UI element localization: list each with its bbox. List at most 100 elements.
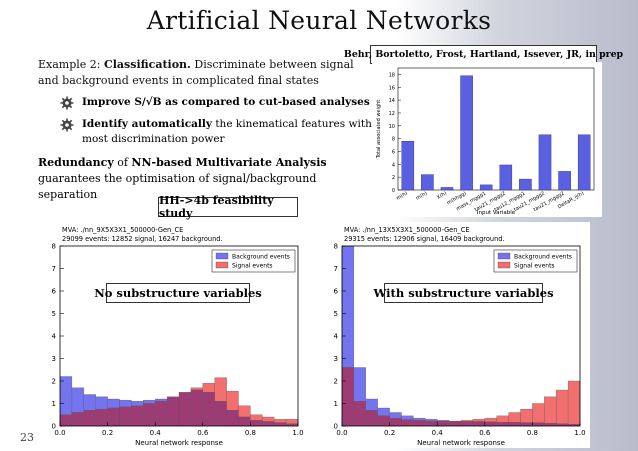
signal-bin: [250, 414, 263, 421]
overlap-bin: [508, 422, 521, 427]
redundancy-rest: guarantees the optimisation of signal/ba…: [38, 172, 317, 201]
signal-bin: [544, 396, 557, 424]
x-tick-label: 0.0: [54, 429, 65, 437]
redundancy-mid: of: [113, 156, 132, 169]
y-tick-label: 12: [389, 111, 395, 117]
x-tick-label: m(h): [415, 191, 428, 202]
y-tick-label: 1: [52, 400, 56, 408]
weight-bar: [440, 187, 454, 191]
y-tick-label: 4: [334, 333, 339, 341]
background-bin: [377, 407, 390, 417]
event-summary: 29099 events: 12852 signal, 16247 backgr…: [62, 235, 223, 243]
weight-bar: [538, 134, 552, 191]
overlap-bin: [496, 422, 509, 427]
signal-bin: [238, 405, 251, 418]
page-number: 23: [20, 431, 34, 444]
overlap-bin: [155, 401, 168, 427]
background-bin: [83, 394, 96, 411]
y-tick-label: 8: [392, 137, 395, 143]
signal-bin: [226, 390, 239, 411]
y-tick-label: 10: [389, 124, 395, 130]
redundancy-bold-2: NN-based Multivariate Analysis: [131, 156, 327, 169]
overlap-bin: [484, 421, 497, 427]
overlap-bin: [437, 420, 450, 427]
legend-label-signal: Signal events: [232, 263, 273, 270]
overlap-bin: [250, 420, 263, 427]
x-tick-label: 1.0: [574, 429, 585, 437]
y-tick-label: 8: [334, 243, 338, 251]
y-tick-label: 2: [52, 378, 56, 386]
signal-bin: [556, 389, 569, 424]
legend-swatch-signal: [497, 261, 511, 269]
background-bin: [59, 376, 73, 415]
overlap-bin: [214, 401, 227, 427]
overlap-bin: [544, 423, 557, 427]
overlap-bin: [262, 421, 275, 427]
background-bin: [71, 387, 84, 413]
x-tick-label: X(h): [436, 191, 448, 201]
x-tick-label: 0.8: [245, 429, 256, 437]
y-tick-label: 14: [389, 98, 395, 104]
signal-bin: [274, 419, 287, 423]
overlap-bin: [143, 403, 156, 427]
weight-bar: [519, 178, 532, 191]
y-tick-label: 7: [334, 265, 338, 273]
y-tick-label: 2: [392, 175, 395, 181]
gear-bullet-icon: [60, 118, 74, 132]
bullet-bold: Improve S/√B as compared to cut-based an…: [82, 96, 370, 108]
overlap-bin: [119, 406, 132, 427]
plot-frame: [397, 67, 595, 191]
y-tick-label: 7: [52, 265, 56, 273]
weight-bar: [460, 75, 473, 191]
overlap-bin: [401, 419, 414, 427]
x-tick-label: m(h): [395, 191, 408, 202]
signal-bin: [202, 383, 215, 393]
x-tick-label: 0.4: [432, 429, 444, 437]
signal-bin: [262, 416, 275, 422]
x-tick-label: 0.8: [527, 429, 538, 437]
legend-box: [211, 249, 296, 273]
weight-bar: [499, 164, 513, 191]
y-tick-label: 4: [52, 333, 57, 341]
overlap-bin: [226, 410, 239, 427]
y-tick-label: 4: [392, 162, 395, 168]
y-tick-label: 3: [334, 355, 338, 363]
background-bin: [107, 398, 120, 409]
overlap-bin: [178, 392, 192, 427]
signal-bin: [520, 408, 533, 423]
background-bin: [425, 419, 438, 422]
legend-label-signal: Signal events: [514, 263, 555, 270]
overlap-bin: [341, 367, 355, 427]
legend-label-background: Background events: [514, 254, 572, 261]
overlap-bin: [353, 401, 366, 427]
y-tick-label: 5: [52, 310, 56, 318]
x-tick-label: 0.2: [102, 429, 113, 437]
overlap-bin: [413, 420, 426, 427]
overlap-bin: [532, 422, 545, 427]
background-bin: [119, 399, 132, 408]
background-bin: [389, 412, 402, 419]
bullet-bold: Identify automatically: [82, 118, 212, 130]
signal-bin: [508, 412, 521, 423]
event-summary: 29315 events: 12906 signal, 16409 backgr…: [344, 235, 505, 243]
mva-name: MVA: ./nn_9X5X3X1_500000-Gen_CE: [62, 226, 183, 234]
background-bin: [413, 417, 426, 421]
overlap-bin: [59, 414, 73, 427]
example-bold: Classification.: [104, 58, 191, 71]
example-rest: Discriminate between signal and backgrou…: [38, 58, 354, 87]
background-bin: [95, 396, 108, 410]
feasibility-label: HH->4b feasibility study: [158, 194, 298, 220]
x-tick-label: 1.0: [292, 429, 303, 437]
redundancy-bold-1: Redundancy: [38, 156, 114, 169]
legend-label-background: Background events: [232, 254, 290, 261]
example-text: Example 2: Classification. Discriminate …: [38, 57, 368, 89]
slide-title: Artificial Neural Networks: [146, 6, 492, 35]
y-tick-label: 2: [334, 378, 338, 386]
y-tick-label: 0: [52, 423, 56, 431]
overlap-bin: [107, 407, 120, 427]
y-tick-label: 16: [389, 85, 395, 91]
y-tick-label: 5: [334, 310, 338, 318]
mva-name: MVA: ./nn_13X5X3X1_500000-Gen_CE: [344, 226, 470, 234]
